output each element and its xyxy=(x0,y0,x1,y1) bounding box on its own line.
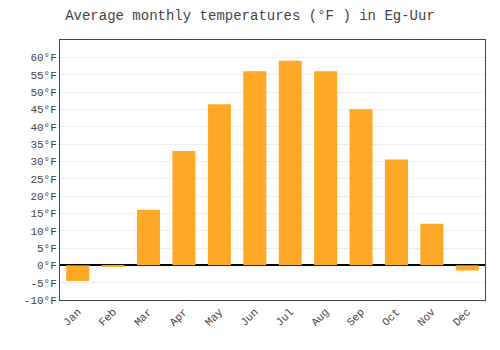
svg-text:20°F: 20°F xyxy=(30,191,56,203)
svg-text:-5°F: -5°F xyxy=(30,278,56,290)
svg-text:5°F: 5°F xyxy=(37,243,57,255)
svg-text:35°F: 35°F xyxy=(30,139,56,151)
svg-text:Oct: Oct xyxy=(380,306,402,328)
svg-text:Mar: Mar xyxy=(132,306,154,328)
svg-text:10°F: 10°F xyxy=(30,226,56,238)
svg-text:60°F: 60°F xyxy=(30,52,56,64)
svg-text:Jan: Jan xyxy=(61,306,83,328)
svg-text:-10°F: -10°F xyxy=(24,295,57,307)
svg-text:Sep: Sep xyxy=(345,306,367,328)
svg-text:15°F: 15°F xyxy=(30,208,56,220)
svg-text:Aug: Aug xyxy=(309,306,331,328)
svg-text:Average monthly temperatures (: Average monthly temperatures (°F ) in Eg… xyxy=(65,8,435,24)
svg-text:Feb: Feb xyxy=(97,306,119,328)
svg-text:Jun: Jun xyxy=(238,306,260,328)
svg-text:45°F: 45°F xyxy=(30,104,56,116)
svg-text:50°F: 50°F xyxy=(30,87,56,99)
svg-text:25°F: 25°F xyxy=(30,174,56,186)
svg-text:Nov: Nov xyxy=(415,306,438,329)
svg-text:30°F: 30°F xyxy=(30,156,56,168)
svg-text:May: May xyxy=(203,306,226,329)
svg-text:40°F: 40°F xyxy=(30,122,56,134)
svg-text:Dec: Dec xyxy=(451,306,473,328)
svg-text:Jul: Jul xyxy=(274,306,296,328)
svg-text:Apr: Apr xyxy=(167,306,189,328)
svg-text:55°F: 55°F xyxy=(30,70,56,82)
svg-text:0°F: 0°F xyxy=(37,260,57,272)
